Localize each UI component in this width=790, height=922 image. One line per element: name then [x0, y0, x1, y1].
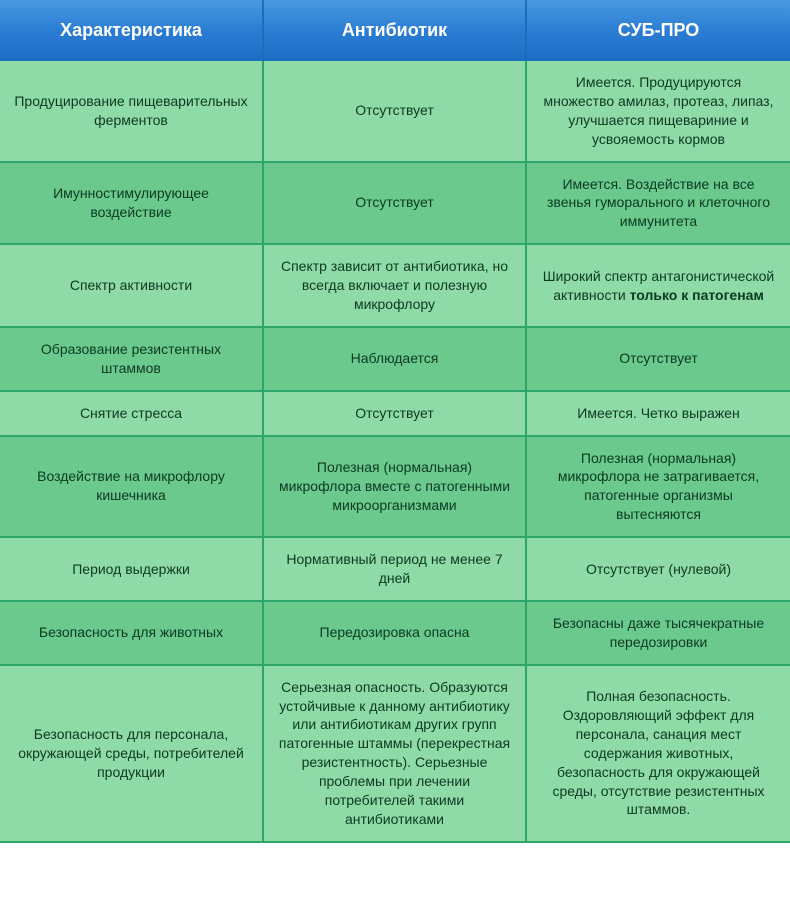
cell-subpro: Имеется. Воздействие на все звенья гумор… [526, 162, 790, 245]
cell-characteristic: Образование резистентных штаммов [0, 327, 263, 391]
table-row: Воздействие на микрофлору кишечника Поле… [0, 436, 790, 538]
table-body: Продуцирование пищеварительных ферментов… [0, 61, 790, 842]
cell-antibiotic: Полезная (нормальная) микрофлора вместе … [263, 436, 526, 538]
cell-antibiotic: Отсутствует [263, 162, 526, 245]
header-characteristic: Характеристика [0, 0, 263, 61]
cell-characteristic: Воздействие на микрофлору кишечника [0, 436, 263, 538]
table-row: Безопасность для животных Передозировка … [0, 601, 790, 665]
cell-subpro: Отсутствует [526, 327, 790, 391]
cell-characteristic: Безопасность для животных [0, 601, 263, 665]
cell-antibiotic: Передозировка опасна [263, 601, 526, 665]
table-row: Безопасность для персонала, окружающей с… [0, 665, 790, 842]
table-header: Характеристика Антибиотик СУБ-ПРО [0, 0, 790, 61]
cell-antibiotic: Наблюдается [263, 327, 526, 391]
table-row: Снятие стресса Отсутствует Имеется. Четк… [0, 391, 790, 436]
cell-subpro: Широкий спектр антагонистической активно… [526, 244, 790, 327]
cell-antibiotic: Отсутствует [263, 61, 526, 162]
cell-characteristic: Период выдержки [0, 537, 263, 601]
cell-subpro: Имеется. Продуцируются множество амилаз,… [526, 61, 790, 162]
comparison-table: Характеристика Антибиотик СУБ-ПРО Продуц… [0, 0, 790, 843]
cell-subpro: Отсутствует (нулевой) [526, 537, 790, 601]
cell-subpro: Полная безопасность. Оздоровляющий эффек… [526, 665, 790, 842]
cell-antibiotic: Отсутствует [263, 391, 526, 436]
table-row: Период выдержки Нормативный период не ме… [0, 537, 790, 601]
table-row: Продуцирование пищеварительных ферментов… [0, 61, 790, 162]
header-subpro: СУБ-ПРО [526, 0, 790, 61]
header-antibiotic: Антибиотик [263, 0, 526, 61]
cell-antibiotic: Нормативный период не менее 7 дней [263, 537, 526, 601]
cell-characteristic: Снятие стресса [0, 391, 263, 436]
cell-characteristic: Спектр активности [0, 244, 263, 327]
table-row: Имунностимулирующее воздействие Отсутств… [0, 162, 790, 245]
cell-subpro: Полезная (нормальная) микрофлора не затр… [526, 436, 790, 538]
table-row: Образование резистентных штаммов Наблюда… [0, 327, 790, 391]
cell-text-bold: только к патогенам [630, 287, 764, 303]
cell-subpro: Безопасны даже тысячекратные передозиров… [526, 601, 790, 665]
table-row: Спектр активности Спектр зависит от анти… [0, 244, 790, 327]
cell-characteristic: Безопасность для персонала, окружающей с… [0, 665, 263, 842]
cell-characteristic: Продуцирование пищеварительных ферментов [0, 61, 263, 162]
cell-antibiotic: Серьезная опасность. Образуются устойчив… [263, 665, 526, 842]
cell-subpro: Имеется. Четко выражен [526, 391, 790, 436]
cell-antibiotic: Спектр зависит от антибиотика, но всегда… [263, 244, 526, 327]
cell-characteristic: Имунностимулирующее воздействие [0, 162, 263, 245]
